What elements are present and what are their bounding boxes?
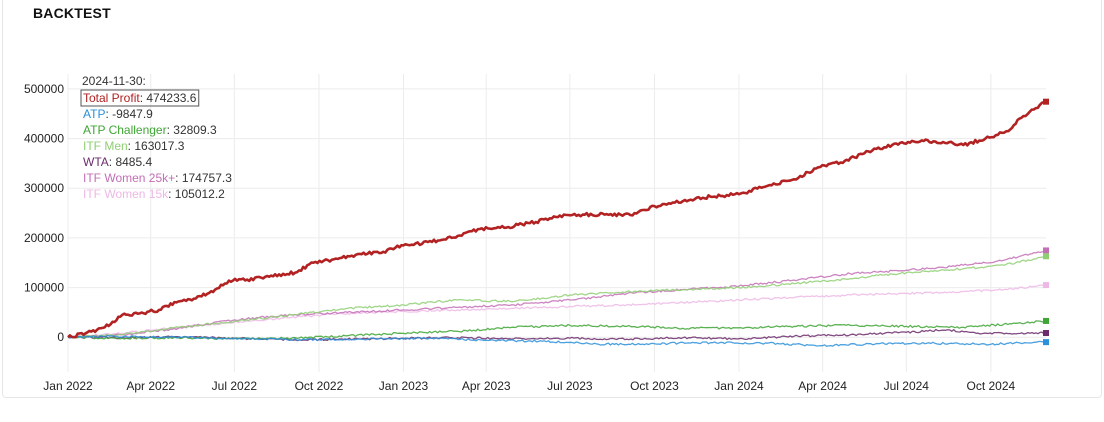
series-line-total-profit <box>67 100 1047 339</box>
x-tick-label: Apr 2024 <box>798 379 847 393</box>
tooltip-series-value: : -9847.9 <box>105 107 153 121</box>
grid <box>67 74 1046 372</box>
tooltip-series-value: : 163017.3 <box>128 139 185 153</box>
tooltip-series-name: WTA <box>83 155 109 169</box>
tooltip-series-value: : 105012.2 <box>168 187 225 201</box>
series-end-marker <box>1043 253 1049 260</box>
tooltip-series-name: ITF Women 25k+ <box>83 171 175 185</box>
tooltip-series-value: : 8485.4 <box>109 155 153 169</box>
x-tick-label: Jan 2024 <box>714 379 764 393</box>
x-tick-label: Oct 2024 <box>966 379 1015 393</box>
tooltip-row: Total Profit: 474233.6 <box>83 91 197 105</box>
series-end-marker <box>1043 282 1049 289</box>
y-tick-label: 0 <box>57 330 64 344</box>
x-tick-label: Jan 2022 <box>43 379 93 393</box>
tooltip-row: ATP: -9847.9 <box>83 107 153 121</box>
tooltip-row: ATP Challenger: 32809.3 <box>83 123 217 137</box>
tooltip-series-value: : 174757.3 <box>175 171 232 185</box>
tooltip-series-value: : 474233.6 <box>140 91 197 105</box>
series-end-marker <box>1043 330 1049 337</box>
tooltip-date: 2024-11-30: <box>82 74 146 88</box>
tooltip-highlight-box <box>80 89 200 107</box>
tooltip-series-name: ATP <box>83 107 105 121</box>
tooltip: 2024-11-30: Total Profit: 474233.6 ATP: -9… <box>80 74 232 201</box>
series-line-atp <box>67 334 1047 347</box>
x-tick-label: Apr 2022 <box>126 379 175 393</box>
y-tick-label: 500000 <box>24 82 64 96</box>
tooltip-series-value: : 32809.3 <box>167 123 217 137</box>
series-end-marker <box>1043 247 1049 254</box>
x-tick-label: Jul 2023 <box>547 379 593 393</box>
x-tick-label: Oct 2022 <box>295 379 344 393</box>
y-tick-label: 200000 <box>24 231 64 245</box>
series-end-marker <box>1043 317 1049 324</box>
series-line-itf-women-15k <box>67 284 1047 338</box>
backtest-panel: BACKTEST <box>2 0 1102 398</box>
series-end-marker <box>1043 339 1049 346</box>
tooltip-row: WTA: 8485.4 <box>83 155 152 169</box>
x-tick-label: Jan 2023 <box>379 379 429 393</box>
tooltip-series-name: Total Profit <box>83 91 140 105</box>
y-tick-label: 300000 <box>24 181 64 195</box>
panel-title: BACKTEST <box>33 5 111 21</box>
tooltip-series-name: ATP Challenger <box>83 123 167 137</box>
tooltip-row: ITF Men: 163017.3 <box>83 139 185 153</box>
y-tick-label: 400000 <box>24 132 64 146</box>
y-tick-label: 100000 <box>24 281 64 295</box>
x-tick-label: Apr 2023 <box>462 379 511 393</box>
tooltip-row: ITF Women 15k: 105012.2 <box>83 187 225 201</box>
x-tick-label: Oct 2023 <box>630 379 679 393</box>
tooltip-row: ITF Women 25k+: 174757.3 <box>83 171 232 185</box>
series-end-marker <box>1043 98 1049 105</box>
series-lines <box>67 98 1049 347</box>
tooltip-series-name: ITF Men <box>83 139 128 153</box>
series-line-itf-women-25k- <box>67 249 1047 339</box>
x-tick-label: Jul 2024 <box>884 379 930 393</box>
series-line-itf-men <box>67 255 1047 339</box>
x-tick-label: Jul 2022 <box>212 379 258 393</box>
axes: Jan 2022 Apr 2022 Jul 2022 Oct 2022 Jan 2023… <box>24 82 1016 393</box>
tooltip-series-name: ITF Women 15k <box>83 187 169 201</box>
